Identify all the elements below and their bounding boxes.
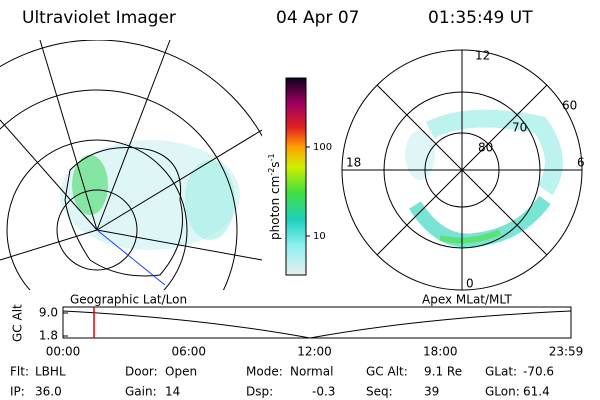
- timeline-x-tick: 00:00: [46, 345, 81, 359]
- info-label: Mode:: [246, 365, 283, 379]
- colorbar-tick: 100: [313, 142, 332, 153]
- info-value: 39: [424, 385, 439, 399]
- lat-label: 60: [562, 99, 577, 113]
- mlt-label: 6: [577, 156, 585, 170]
- title: Ultraviolet Imager: [22, 8, 176, 28]
- timeline-y-tick: 1.8: [39, 329, 58, 343]
- colorbar: [285, 77, 307, 276]
- info-value: Open: [165, 365, 197, 379]
- polar-plot: [341, 49, 583, 291]
- info-label: GLat:: [485, 365, 517, 379]
- mlt-label: 12: [475, 49, 490, 63]
- timeline-x-tick: 18:00: [423, 345, 458, 359]
- mlt-label: 18: [346, 156, 361, 170]
- timeline-x-tick: 12:00: [297, 345, 332, 359]
- info-label: Dsp:: [246, 385, 273, 399]
- info-value: -70.6: [523, 365, 554, 379]
- info-value: 9.1 Re: [424, 365, 462, 379]
- info-value: 61.4: [523, 385, 550, 399]
- info-label: Gain:: [125, 385, 157, 399]
- info-label: Door:: [125, 365, 158, 379]
- info-label: GC Alt:: [366, 365, 408, 379]
- colorbar-tick: 10: [313, 231, 326, 242]
- panel-label: Geographic Lat/Lon: [70, 293, 187, 307]
- lat-label: 80: [478, 141, 493, 155]
- timeline-y-label: GC Alt: [11, 304, 25, 342]
- panel-label: Apex MLat/MLT: [422, 293, 512, 307]
- lat-label: 70: [512, 121, 527, 135]
- info-value: 14: [165, 385, 180, 399]
- colorbar-label: photon cm-2s-1: [267, 153, 282, 240]
- mlt-label: 0: [466, 277, 474, 291]
- time: 01:35:49 UT: [428, 8, 533, 28]
- timeline-x-tick: 06:00: [171, 345, 206, 359]
- info-label: GLon:: [485, 385, 520, 399]
- info-label: IP:: [10, 385, 25, 399]
- timeline: [62, 306, 572, 339]
- info-value: 36.0: [35, 385, 62, 399]
- info-value: LBHL: [35, 365, 66, 379]
- info-value: Normal: [290, 365, 333, 379]
- date: 04 Apr 07: [276, 8, 359, 28]
- timeline-x-tick: 23:59: [549, 345, 584, 359]
- info-label: Flt:: [10, 365, 29, 379]
- geographic-map: [0, 40, 262, 290]
- info-value: -0.3: [312, 385, 335, 399]
- timeline-y-tick: 9.0: [39, 306, 58, 320]
- info-label: Seq:: [366, 385, 393, 399]
